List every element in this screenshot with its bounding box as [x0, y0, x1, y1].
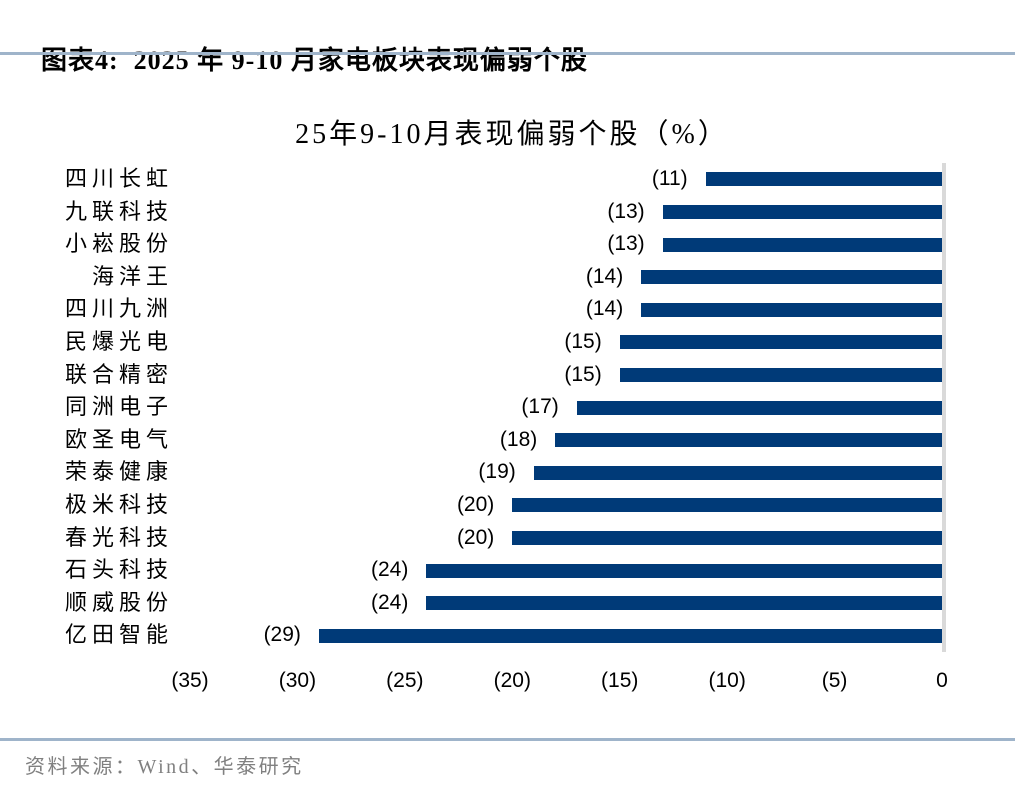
category-label: 小崧股份 — [64, 231, 173, 257]
bar-value-label: (13) — [607, 199, 645, 223]
bar-value-label: (14) — [585, 297, 624, 321]
category-label: 极米科技 — [64, 492, 173, 517]
x-axis: (35) (30) (25) (20) (15) (10) (5) 0 — [171, 669, 948, 699]
source-note: 资料来源：Wind、华泰研究 — [25, 750, 304, 779]
bar-value-label: (24) — [370, 590, 409, 614]
category-label: 顺威股份 — [64, 589, 173, 615]
category-label: 欧圣电气 — [64, 426, 173, 452]
bar-value-label: (29) — [263, 623, 301, 647]
bar — [619, 367, 942, 382]
zero-axis-line — [942, 163, 946, 652]
bar — [576, 400, 942, 415]
x-tick-label: (10) — [708, 669, 746, 692]
category-label: 九联科技 — [64, 198, 173, 224]
footer-divider — [0, 738, 1015, 741]
chart-title: 25年9-10月表现偏弱个股（%） — [295, 119, 729, 150]
figure-caption-text: 图表4: 2025 年 9-10 月家电板块表现偏弱个股 — [41, 46, 588, 75]
bar-value-label: (14) — [585, 264, 624, 288]
bar-value-label: (20) — [456, 525, 495, 549]
category-label: 亿田智能 — [64, 622, 173, 648]
bar — [426, 563, 942, 578]
category-label: 同洲电子 — [64, 394, 173, 420]
bar — [555, 433, 942, 448]
bar-value-label: (18) — [499, 427, 538, 451]
x-tick-label: (15) — [601, 669, 639, 692]
x-tick-label: 0 — [936, 669, 948, 692]
bar-value-label: (20) — [456, 493, 495, 516]
x-tick-label: (25) — [386, 669, 424, 692]
bar — [533, 465, 942, 480]
bar-value-label: (15) — [564, 330, 602, 353]
bar — [641, 270, 942, 285]
plot-area: (11) (13) (13) (14) (14) (15) (15) (17) (18) (19)… — [190, 163, 946, 652]
bar-value-label: (11) — [651, 167, 688, 190]
x-tick-label: (20) — [493, 669, 531, 692]
bar-value-label: (17) — [521, 395, 559, 419]
x-tick-label: (5) — [821, 669, 848, 692]
category-label: 民爆光电 — [64, 329, 173, 354]
bar — [318, 628, 942, 643]
x-tick-label: (35) — [171, 669, 209, 692]
category-label: 春光科技 — [64, 524, 173, 550]
bar — [705, 172, 942, 187]
bar — [662, 237, 942, 252]
bar — [512, 498, 942, 513]
category-label: 四川九洲 — [64, 296, 173, 322]
bar-value-label: (15) — [564, 362, 602, 386]
bar — [662, 204, 942, 219]
figure-caption: 图表4: 2025 年 9-10 月家电板块表现偏弱个股 — [11, 10, 588, 107]
bar — [512, 530, 942, 545]
bar — [619, 335, 942, 350]
category-label: 四川长虹 — [64, 166, 173, 191]
category-label: 石头科技 — [64, 557, 173, 583]
bar-value-label: (19) — [478, 460, 516, 484]
category-label: 荣泰健康 — [64, 459, 173, 485]
source-text: 资料来源：Wind、华泰研究 — [25, 756, 304, 778]
bar-value-label: (13) — [607, 232, 645, 256]
bar — [426, 596, 942, 611]
bar-value-label: (24) — [370, 558, 409, 582]
category-label: 海洋王 — [91, 263, 173, 289]
bar — [641, 302, 942, 317]
category-label: 联合精密 — [64, 361, 173, 387]
header-divider — [0, 52, 1015, 55]
x-tick-label: (30) — [278, 669, 317, 692]
